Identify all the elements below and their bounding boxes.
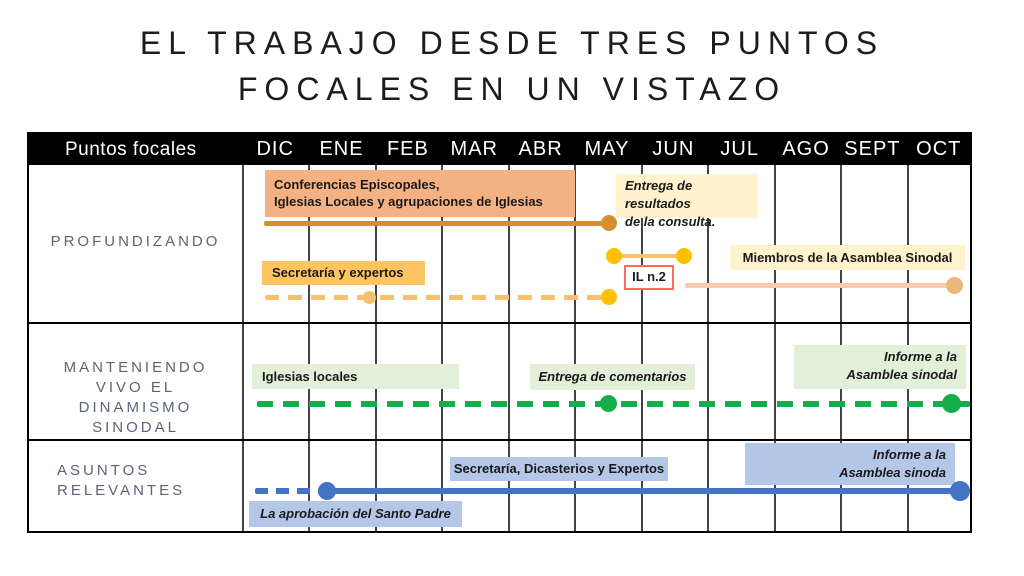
il-n2-label: IL n.2	[624, 265, 674, 290]
page-title: EL TRABAJO DESDE TRES PUNTOS FOCALES EN …	[139, 25, 885, 107]
il-segment-bar	[614, 254, 684, 258]
month-abr: ABR	[518, 138, 563, 160]
conferencias-timeline-bar	[264, 221, 610, 226]
entrega-comentarios-label: Entrega de comentarios	[530, 364, 695, 390]
month-mar: MAR	[450, 138, 498, 160]
row-label-profundizando: PROFUNDIZANDO	[50, 233, 221, 250]
miembros-timeline-bar	[685, 283, 955, 288]
month-oct: OCT	[916, 138, 962, 160]
miembros-asamblea-label: Miembros de la Asamblea Sinodal	[730, 245, 965, 270]
miembros-milestone-dot-oct	[946, 277, 963, 294]
row-label-manteniendo: MANTENIENDO VIVO EL DINAMISMO SINODAL	[63, 359, 208, 436]
row-separator-1	[29, 322, 970, 324]
iglesias-locales-label: Iglesias locales	[252, 364, 459, 389]
month-grid-line	[574, 165, 576, 531]
month-ene: ENE	[319, 138, 364, 160]
secretaria-milestone-dot-may	[601, 289, 617, 305]
month-dic: DIC	[256, 138, 294, 160]
dinamismo-milestone-dot-may	[600, 395, 617, 412]
table-header-bar: Puntos focales DIC ENE FEB MAR ABR MAY JUN JUL A…	[29, 134, 970, 165]
row-label-asuntos: ASUNTOS RELEVANTES	[57, 462, 186, 499]
header-focal-points-label: Puntos focales	[65, 139, 197, 160]
dinamismo-milestone-dot-oct	[942, 394, 961, 413]
month-grid-line	[774, 165, 776, 531]
month-grid-line	[441, 165, 443, 531]
entrega-resultados-label: Entrega de resultados de la consulta.	[616, 174, 758, 229]
month-grid-line	[707, 165, 709, 531]
conferencias-milestone-dot-may	[601, 215, 617, 231]
asuntos-dashed-timeline-bar	[255, 488, 319, 494]
il-milestone-dot-jun	[676, 248, 692, 264]
row-separator-2	[29, 439, 970, 441]
timeline-table: Puntos focales DIC ENE FEB MAR ABR MAY JUN JUL A…	[27, 132, 972, 533]
month-sept: SEPT	[844, 138, 901, 160]
month-jul: JUL	[720, 138, 759, 160]
secretaria-dicasterios-label: Secretaría, Dicasterios y Expertos	[450, 457, 668, 481]
informe-asamblea-sinodal-label: Informe a la Asamblea sinodal	[794, 345, 966, 389]
month-feb: FEB	[386, 138, 429, 160]
secretaria-expertos-label: Secretaría y expertos	[262, 261, 425, 285]
month-ago: AGO	[782, 138, 830, 160]
asuntos-milestone-dot-oct	[950, 481, 970, 501]
month-may: MAY	[584, 138, 630, 160]
informe-asamblea-sinoda-label: Informe a la Asamblea sinoda	[745, 443, 955, 485]
month-jun: JUN	[652, 138, 695, 160]
aprobacion-santo-padre-label: La aprobación del Santo Padre	[249, 501, 462, 527]
month-grid-line	[508, 165, 510, 531]
asuntos-solid-timeline-bar	[327, 488, 960, 494]
label-column-divider	[242, 165, 244, 531]
secretaria-dashed-timeline-bar	[265, 295, 602, 300]
month-grid-line	[375, 165, 377, 531]
month-header-row: DIC ENE FEB MAR ABR MAY JUN JUL AGO SEPT OCT	[242, 134, 972, 165]
il-milestone-dot-may	[606, 248, 622, 264]
secretaria-milestone-dot-feb	[363, 291, 376, 304]
month-grid-line	[641, 165, 643, 531]
conferencias-episcopales-label: Conferencias Episcopales, Iglesias Local…	[265, 170, 575, 217]
month-grid-line	[308, 165, 310, 531]
